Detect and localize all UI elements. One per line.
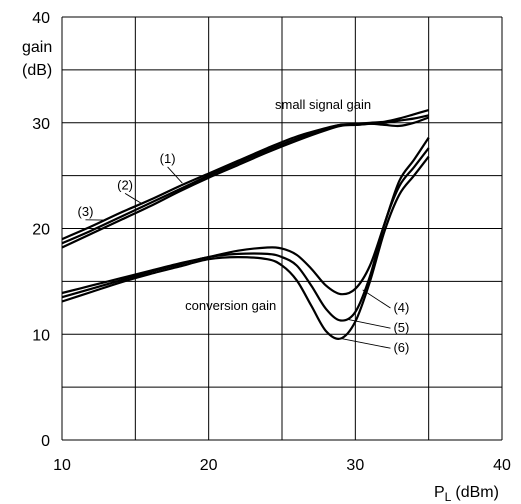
y-axis-label-line1: gain: [22, 39, 52, 56]
y-axis-label-line2: (dB): [22, 62, 52, 79]
annotation-label: conversion gain: [185, 298, 276, 313]
y-tick-label: 40: [32, 10, 50, 27]
leader-line: [347, 319, 391, 329]
x-axis-label-unit: (dBm): [455, 484, 499, 501]
annotation-label: (5): [393, 320, 409, 335]
annotations-group: small signal gain conversion gain (1) (2) (3…: [78, 97, 410, 355]
x-tick-label: 30: [346, 457, 364, 474]
x-tick-label: 20: [200, 457, 218, 474]
series-line-2: [61, 116, 430, 245]
y-tick-label: 30: [32, 116, 50, 133]
grid: [61, 16, 503, 441]
series-line-6: [61, 155, 430, 340]
x-tick-label: 10: [53, 457, 71, 474]
annotation-label: (2): [117, 177, 133, 192]
leader-line: [340, 338, 391, 349]
leader-line: [362, 289, 391, 309]
y-tick-label: 20: [32, 222, 50, 239]
leader-line: [167, 166, 183, 184]
x-axis-label-sub: L: [445, 490, 452, 504]
annotation-label: (3): [78, 204, 94, 219]
x-axis-label-main: P: [434, 484, 445, 501]
annotation-label: small signal gain: [275, 97, 371, 112]
annotation-label: (1): [160, 151, 176, 166]
y-tick-label: 0: [41, 433, 50, 450]
series-line-5: [61, 147, 430, 322]
x-axis-label: PL (dBm): [434, 484, 499, 504]
annotation-label: (6): [393, 340, 409, 355]
y-tick-label: 10: [32, 327, 50, 344]
annotation-label: (4): [393, 300, 409, 315]
leader-line: [124, 192, 143, 205]
series-line-1: [61, 114, 429, 249]
x-tick-label: 40: [493, 457, 511, 474]
